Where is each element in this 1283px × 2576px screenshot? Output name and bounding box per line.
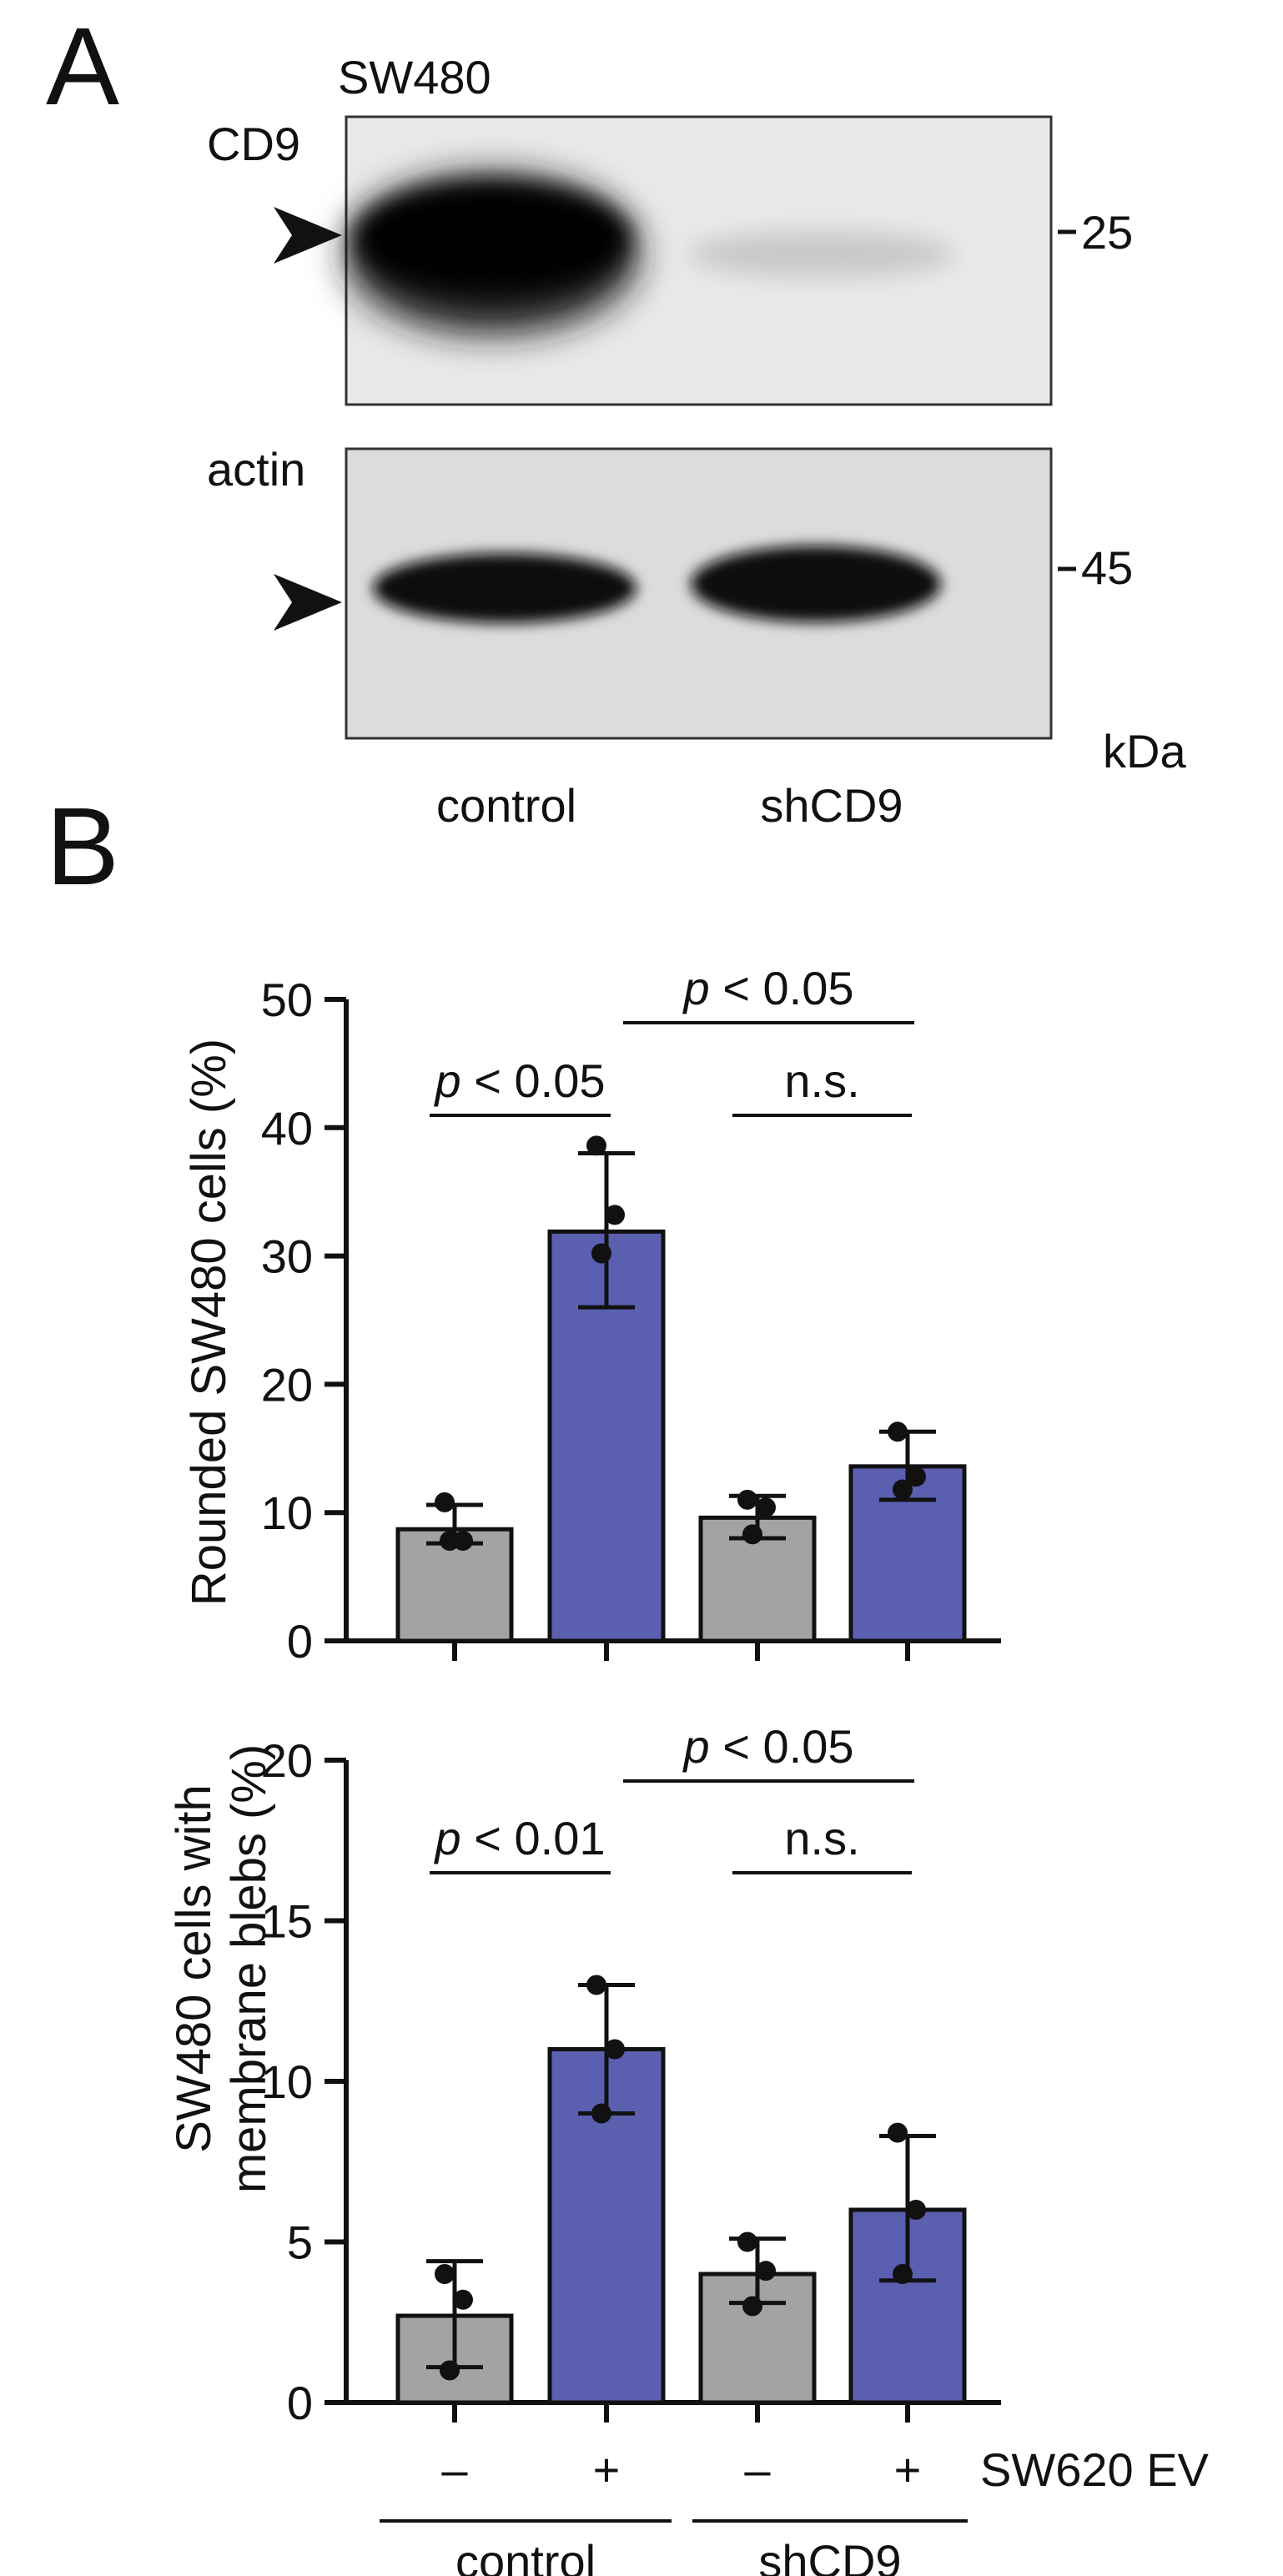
chart2-y-axis: 0 5 10 15 20: [261, 1734, 1001, 2429]
chart-membrane-blebs: SW480 cells with membrane blebs (%) 0 5 10…: [167, 1720, 1210, 2576]
chart2-ylabel-line1: SW480 cells with: [167, 1784, 221, 2153]
data-point-1-0: [586, 1975, 606, 1995]
data-point-2-0: [737, 2231, 757, 2252]
actin-label: actin: [207, 443, 305, 496]
y-tick-label: 20: [261, 1734, 313, 1787]
data-point-2-1: [756, 1497, 776, 1518]
data-point-3-1: [906, 1467, 926, 1487]
cd9-label: CD9: [207, 118, 300, 170]
panel-b-letter: B: [46, 785, 119, 908]
data-point-1-1: [605, 2039, 625, 2060]
group-label-1: shCD9: [758, 2535, 901, 2576]
actin-band-control: [373, 553, 636, 623]
actin-band-shcd9: [691, 546, 941, 622]
significance-label-2: p < 0.05: [682, 1720, 854, 1773]
y-tick-label: 50: [261, 974, 313, 1026]
significance-value: n.s.: [784, 1812, 859, 1864]
y-tick-label: 30: [261, 1230, 313, 1283]
data-point-3-2: [893, 2264, 913, 2284]
significance-label-0: p < 0.01: [434, 1812, 606, 1864]
bar-1: [547, 2047, 666, 2405]
data-point-1-2: [591, 2103, 611, 2124]
p-symbol: p: [682, 1720, 710, 1773]
y-tick-label: 10: [261, 2055, 313, 2108]
chart1-ylabel: Rounded SW480 cells (%): [182, 1039, 236, 1606]
significance-value: < 0.01: [461, 1812, 606, 1864]
treatment-sign-0: –: [441, 2443, 468, 2496]
significance-label-0: p < 0.05: [434, 1054, 606, 1107]
chart1-points: [435, 1135, 926, 1552]
y-tick-label: 0: [287, 2377, 313, 2429]
cd9-blot: [345, 115, 1053, 406]
significance-label-2: p < 0.05: [682, 962, 854, 1014]
chart2-points: [435, 1975, 926, 2381]
data-point-3-2: [893, 1479, 913, 1500]
data-point-0-1: [453, 2289, 473, 2310]
significance-label-1: n.s.: [784, 1812, 859, 1864]
significance-value: < 0.05: [710, 962, 854, 1014]
actin-band-arrowhead: [274, 574, 342, 631]
data-point-3-1: [906, 2200, 926, 2220]
y-tick-label: 15: [261, 1895, 313, 1948]
data-point-2-2: [742, 2296, 762, 2317]
cell-line-label: SW480: [338, 51, 491, 103]
data-point-0-0: [435, 1492, 455, 1512]
data-point-0-0: [435, 2264, 455, 2284]
data-point-0-2: [440, 2360, 460, 2381]
chart1-bars: [395, 1229, 967, 1643]
data-point-2-2: [742, 1524, 762, 1545]
cd9-band-control: [346, 175, 638, 334]
y-tick-label: 0: [287, 1615, 313, 1668]
data-point-1-1: [605, 1205, 625, 1225]
p-symbol: p: [434, 1812, 461, 1864]
significance-value: < 0.05: [461, 1054, 606, 1107]
marker-25-label: 25: [1081, 206, 1133, 259]
treatment-label: SW620 EV: [980, 2443, 1210, 2496]
actin-blot: [345, 447, 1053, 740]
chart-rounded-cells: Rounded SW480 cells (%) 0 10 20 30 40 50 p < …: [182, 962, 1001, 1668]
lane-label-control: control: [436, 779, 576, 832]
treatment-sign-2: –: [744, 2443, 771, 2496]
data-point-2-0: [737, 1489, 757, 1510]
chart2-brackets: p < 0.01 n.s. p < 0.05: [430, 1720, 914, 1874]
treatment-sign-1: +: [593, 2443, 621, 2496]
chart2-treatment-labels: – + – + SW620 EV control shCD9: [380, 2443, 1210, 2576]
panel-a-letter: A: [46, 5, 119, 128]
p-symbol: p: [682, 962, 710, 1014]
treatment-sign-3: +: [894, 2443, 922, 2496]
chart1-brackets: p < 0.05 n.s. p < 0.05: [430, 962, 914, 1117]
y-tick-label: 40: [261, 1102, 313, 1155]
kda-label: kDa: [1103, 725, 1186, 777]
cd9-band-arrowhead: [274, 207, 342, 264]
lane-label-shcd9: shCD9: [760, 779, 903, 832]
significance-label-1: n.s.: [784, 1054, 859, 1107]
significance-value: n.s.: [784, 1054, 859, 1107]
p-symbol: p: [434, 1054, 461, 1107]
chart2-bars: [395, 2047, 967, 2405]
y-tick-label: 5: [287, 2216, 313, 2269]
marker-45-label: 45: [1081, 541, 1133, 594]
cd9-band-shcd9: [688, 231, 955, 278]
data-point-2-1: [756, 2261, 776, 2282]
y-tick-label: 10: [261, 1487, 313, 1539]
chart2-ylabel-line2: membrane blebs (%): [222, 1744, 276, 2193]
data-point-3-0: [888, 2122, 908, 2143]
data-point-0-2: [440, 1531, 460, 1552]
data-point-1-0: [586, 1135, 606, 1156]
y-tick-label: 20: [261, 1358, 313, 1411]
group-label-0: control: [455, 2535, 596, 2576]
significance-value: < 0.05: [710, 1720, 854, 1773]
data-point-3-0: [888, 1421, 908, 1442]
data-point-1-2: [591, 1243, 611, 1264]
